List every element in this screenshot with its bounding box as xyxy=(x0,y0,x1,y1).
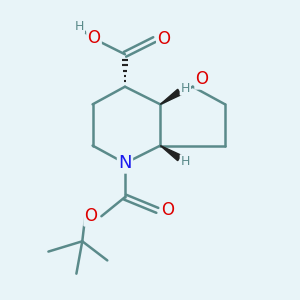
Polygon shape xyxy=(160,146,181,161)
Text: O: O xyxy=(157,30,170,48)
Polygon shape xyxy=(160,89,181,104)
Text: O: O xyxy=(161,201,174,219)
Text: O: O xyxy=(88,29,100,47)
Text: H: H xyxy=(181,155,190,168)
Text: H: H xyxy=(75,20,84,33)
Text: O: O xyxy=(85,207,98,225)
Text: O: O xyxy=(196,70,208,88)
Text: H: H xyxy=(181,82,190,95)
Text: N: N xyxy=(118,154,132,172)
